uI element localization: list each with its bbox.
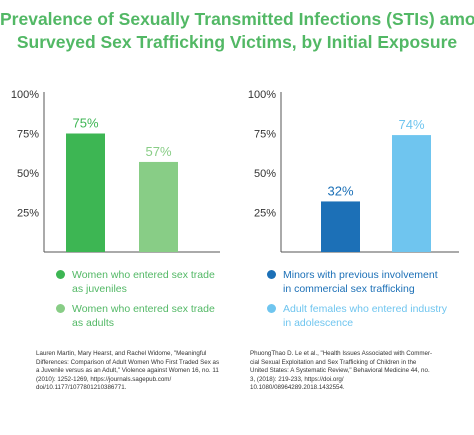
legend-label-adults-line-1: Women who entered sex trade <box>72 303 215 315</box>
data-label-2: 74% <box>398 117 424 132</box>
chart-title-line-1: Prevalence of Sexually Transmitted Infec… <box>0 9 474 29</box>
left-chart-panel: 25% 50% 75% 100% 75% 57% Women who entered se… <box>0 82 237 435</box>
left-source-line-5: doi/10.1177/1077801210386771. <box>36 384 127 392</box>
right-source-line-4: 3, (2018): 219-233, https://doi.org/ <box>250 375 344 383</box>
data-label-1: 32% <box>327 183 353 198</box>
y-tick-label: 25% <box>254 208 276 220</box>
left-source-line-4: (2010): 1252-1269, https://journals.sage… <box>36 375 172 383</box>
data-label-1: 75% <box>72 116 98 131</box>
y-tick-label: 50% <box>17 168 39 180</box>
legend-label-adult-females: Adult females who entered industry in ad… <box>283 302 447 330</box>
bar-2 <box>139 161 178 252</box>
y-tick-label: 100% <box>11 89 39 101</box>
legend-label-adults-line-2: as adults <box>72 317 115 329</box>
legend-label-minors-line-2: in commercial sex trafficking <box>283 283 415 295</box>
legend-label-juveniles: Women who entered sex trade as juveniles <box>72 268 215 296</box>
left-source-line-3: a Juvenile versus as an Adult," Violence… <box>36 367 219 375</box>
legend-marker-juveniles <box>56 270 65 279</box>
y-tick-label: 75% <box>254 129 276 141</box>
right-source-line-1: PhuongThao D. Le et al., "Health Issues … <box>250 350 433 357</box>
left-source-citation: Lauren Martin, Mary Hearst, and Rachel W… <box>36 350 219 393</box>
data-label-2: 57% <box>145 144 171 159</box>
right-legend-item-adult-females: Adult females who entered industry in ad… <box>267 302 447 330</box>
bar-1 <box>321 201 360 252</box>
bar-2 <box>392 135 431 252</box>
left-legend-item-adults: Women who entered sex trade as adults <box>56 302 215 330</box>
legend-marker-adult-females <box>267 304 276 313</box>
right-chart-plot: 25% 50% 75% 100% 32% 74% <box>248 89 459 253</box>
chart-title-line-2: Surveyed Sex Trafficking Victims, by Ini… <box>16 32 458 52</box>
legend-label-adult-females-line-1: Adult females who entered industry <box>283 303 448 315</box>
legend-label-adult-females-line-2: in adolescence <box>283 317 354 329</box>
y-tick-label: 75% <box>17 129 39 141</box>
legend-label-adults: Women who entered sex trade as adults <box>72 302 215 330</box>
legend-label-juveniles-line-2: as juveniles <box>72 283 127 295</box>
legend-label-minors: Minors with previous involvement in comm… <box>283 268 438 296</box>
legend-label-minors-line-1: Minors with previous involvement <box>283 269 438 281</box>
legend-label-juveniles-line-1: Women who entered sex trade <box>72 269 215 281</box>
right-legend-item-minors: Minors with previous involvement in comm… <box>267 268 438 296</box>
right-source-line-5: 10.1080/08964289.2018.1432554. <box>250 384 345 392</box>
bar-1 <box>66 133 105 252</box>
left-source-line-1: Lauren Martin, Mary Hearst, and Rachel W… <box>36 350 207 357</box>
right-source-line-2: cial Sexual Exploitation and Sex Traffic… <box>250 358 417 366</box>
y-tick-label: 50% <box>254 168 276 180</box>
chart-title: Prevalence of Sexually Transmitted Infec… <box>0 8 474 54</box>
right-source-citation: PhuongThao D. Le et al., "Health Issues … <box>250 350 432 393</box>
right-chart-panel: 25% 50% 75% 100% 32% 74% Minors with previous… <box>237 82 474 435</box>
y-tick-label: 100% <box>248 89 276 101</box>
legend-marker-minors <box>267 270 276 279</box>
left-source-line-2: Differences: Comparison of Adult Women W… <box>36 358 220 366</box>
y-tick-label: 25% <box>17 208 39 220</box>
left-chart-plot: 25% 50% 75% 100% 75% 57% <box>11 89 220 253</box>
left-legend-item-juveniles: Women who entered sex trade as juveniles <box>56 268 215 296</box>
legend-marker-adults <box>56 304 65 313</box>
right-source-line-3: United States: A Systematic Review," Beh… <box>250 367 430 375</box>
